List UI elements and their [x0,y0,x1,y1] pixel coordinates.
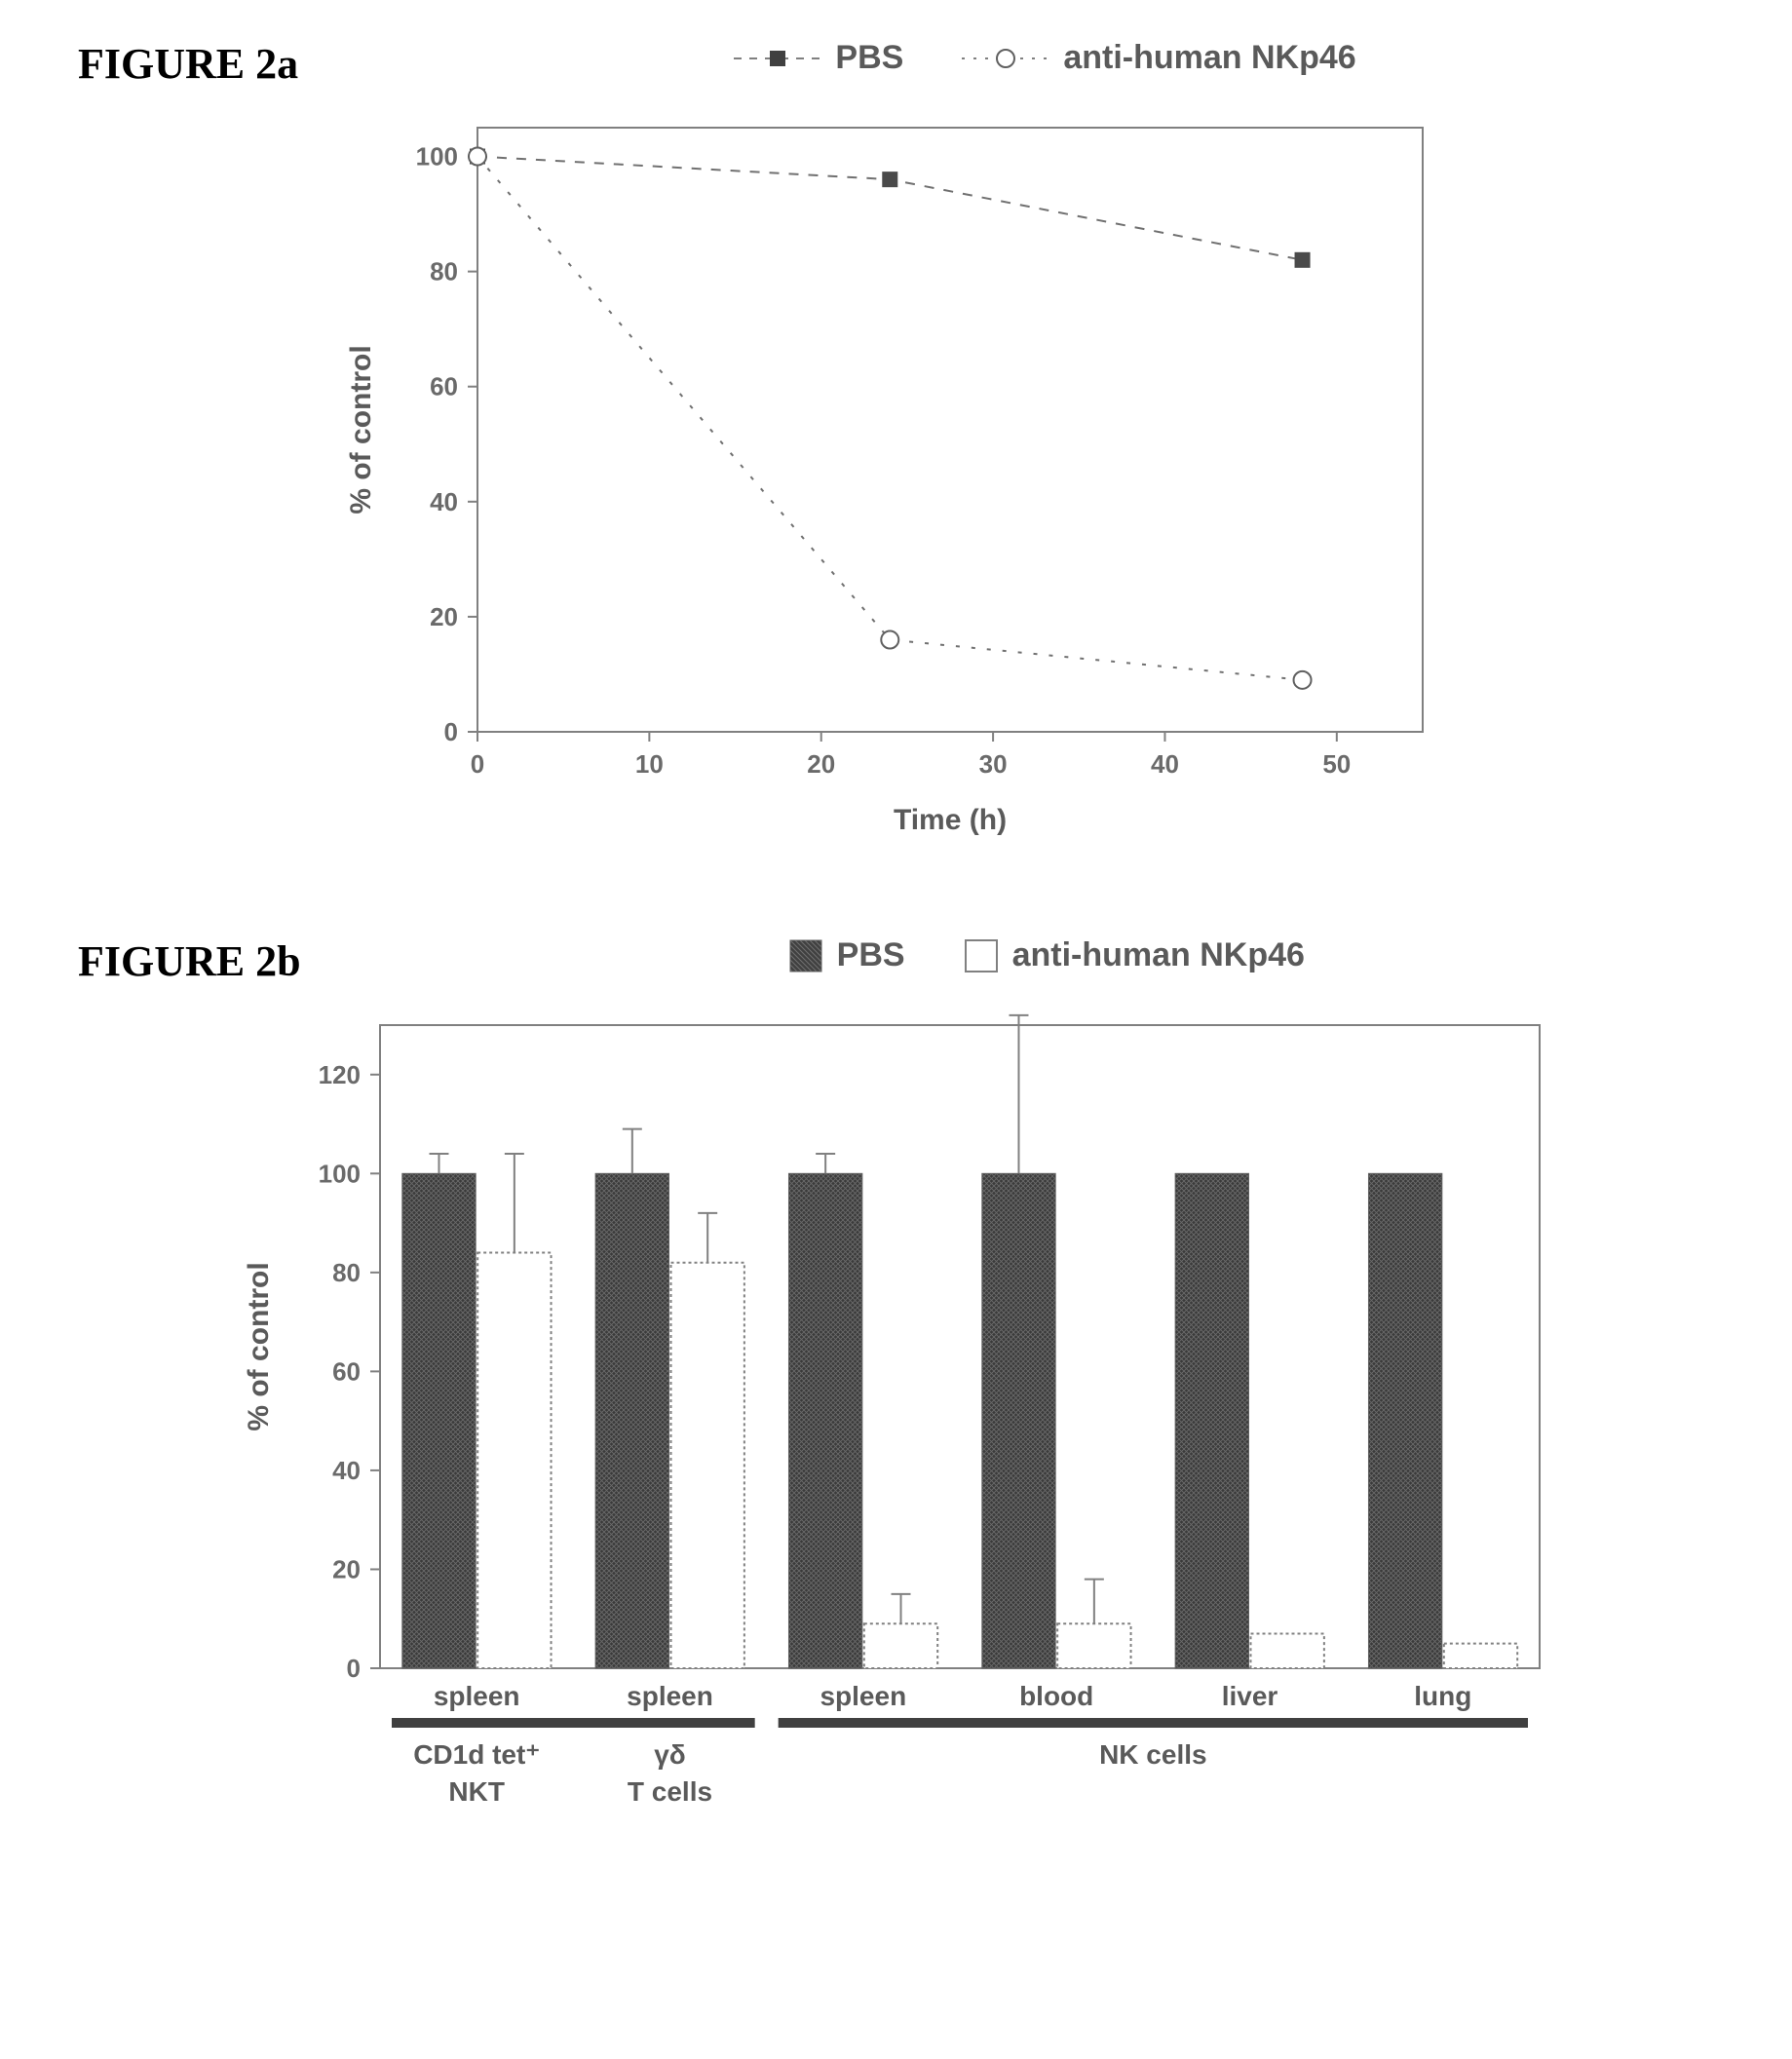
figure-2a: FIGURE 2a PBS anti-human NKp46 0 10 20 30 40… [39,39,1753,858]
chart-2a: 0 10 20 30 40 50 0 20 40 60 80 100 Time (h) % of cont… [312,98,1481,858]
legend-pbs-b-label: PBS [837,936,905,974]
svg-text:γδ: γδ [654,1739,686,1770]
svg-text:40: 40 [1150,749,1178,779]
svg-text:40: 40 [332,1456,361,1485]
svg-text:% of control: % of control [345,345,377,514]
legend-pbs-label: PBS [835,39,903,77]
svg-text:20: 20 [332,1554,361,1583]
figure-2b: FIGURE 2b PBS anti-hum [39,936,1753,1892]
svg-text:20: 20 [807,749,835,779]
legend-anti-b: anti-human NKp46 [964,936,1305,974]
legend-anti-marker-icon [962,44,1049,73]
svg-text:40: 40 [430,487,458,516]
svg-text:spleen: spleen [627,1681,713,1711]
legend-anti-label: anti-human NKp46 [1063,39,1355,77]
svg-text:spleen: spleen [820,1681,906,1711]
svg-text:0: 0 [443,717,457,746]
svg-text:60: 60 [430,372,458,401]
svg-text:NKT: NKT [448,1776,505,1807]
chart-2b: 0 20 40 60 80 100 120 % of control spleen spleen s… [214,996,1579,1892]
svg-text:NK cells: NK cells [1099,1739,1207,1770]
svg-text:100: 100 [415,142,457,172]
svg-text:20: 20 [430,602,458,631]
figure-2b-legend: PBS anti-human NKp46 [340,936,1753,974]
legend-pbs-b: PBS [788,936,905,974]
svg-text:80: 80 [332,1258,361,1287]
svg-text:Time (h): Time (h) [893,804,1006,836]
legend-pbs: PBS [734,39,903,77]
svg-text:120: 120 [318,1060,360,1089]
legend-anti-swatch-icon [964,938,999,973]
svg-text:30: 30 [978,749,1007,779]
legend-anti-b-label: anti-human NKp46 [1012,936,1305,974]
svg-text:50: 50 [1322,749,1351,779]
figure-2a-legend: PBS anti-human NKp46 [337,39,1753,77]
svg-text:100: 100 [318,1159,360,1188]
svg-text:CD1d tet⁺: CD1d tet⁺ [413,1739,540,1770]
legend-pbs-marker-icon [734,44,821,73]
legend-anti: anti-human NKp46 [962,39,1355,77]
svg-text:blood: blood [1019,1681,1093,1711]
svg-text:80: 80 [430,257,458,286]
svg-text:10: 10 [634,749,663,779]
legend-pbs-swatch-icon [788,938,823,973]
svg-text:T cells: T cells [627,1776,711,1807]
svg-text:spleen: spleen [433,1681,519,1711]
svg-text:lung: lung [1414,1681,1471,1711]
figure-2b-title: FIGURE 2b [78,936,301,986]
svg-text:liver: liver [1221,1681,1277,1711]
svg-text:0: 0 [346,1654,360,1683]
figure-2a-title: FIGURE 2a [78,39,298,89]
svg-text:0: 0 [470,749,483,779]
svg-text:% of control: % of control [243,1262,275,1430]
svg-text:60: 60 [332,1356,361,1386]
